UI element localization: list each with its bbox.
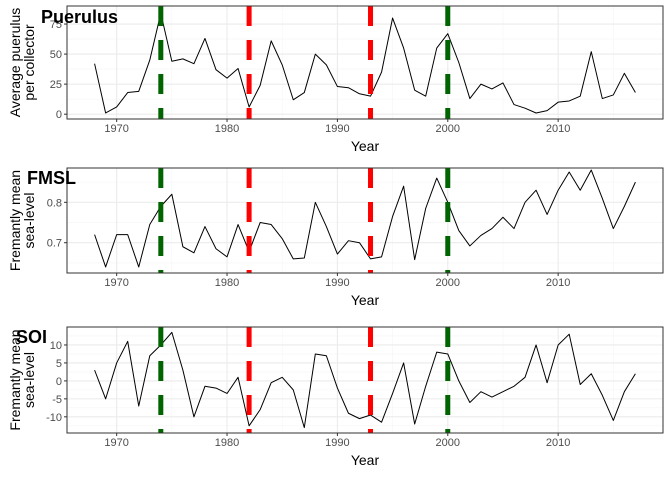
panel-border: [66, 5, 664, 120]
x-tick-label: 2000: [436, 123, 460, 135]
x-tick-label: 2010: [546, 123, 570, 135]
panel-soi: 1970 1980 1990 2000 2010 -10 -5 0 5 10 Year Fremant…: [7, 326, 664, 468]
x-tick-label: 1980: [215, 437, 239, 449]
y-tick-label: 50: [50, 49, 62, 61]
x-tick-label: 2010: [546, 437, 570, 449]
panel-puerulus: 1970 1980 1990 2000 2010 0 25 50 75 Year Average p…: [7, 5, 664, 154]
y-tick-label: -10: [46, 412, 62, 424]
x-axis-title: Year: [351, 292, 380, 308]
panel-border: [66, 326, 664, 434]
y-tick-label: 75: [50, 19, 62, 31]
y-tick-label: 25: [50, 79, 62, 91]
x-tick-label: 2000: [436, 437, 460, 449]
y-tick-label: 0.7: [47, 238, 62, 250]
panel-title: Puerulus: [41, 7, 118, 27]
y-tick-label: 0: [56, 109, 62, 121]
x-tick-label: 1990: [325, 277, 349, 289]
series-line: [94, 12, 636, 114]
y-axis-title-line: Fremantly mean: [7, 170, 23, 271]
panel-border: [66, 167, 664, 274]
x-tick-label: 1970: [104, 123, 128, 135]
y-axis-title-line: Average puerulus: [7, 8, 23, 117]
x-tick-label: 1980: [215, 123, 239, 135]
x-tick-label: 2010: [546, 277, 570, 289]
y-tick-label: 5: [56, 358, 62, 370]
x-tick-label: 1990: [325, 437, 349, 449]
x-axis-title: Year: [351, 452, 380, 468]
x-tick-label: 1990: [325, 123, 349, 135]
series-line: [94, 169, 636, 268]
panel-title: SOI: [16, 327, 47, 347]
y-axis-title-line: sea-level: [21, 192, 37, 248]
y-tick-label: 0.8: [47, 197, 62, 209]
series-line: [94, 331, 636, 429]
y-axis-title-line: per collector: [21, 24, 37, 101]
panel-title: FMSL: [27, 168, 76, 188]
y-tick-label: 10: [50, 340, 62, 352]
y-axis-title-line: sea-level: [21, 352, 37, 408]
x-tick-label: 2000: [436, 277, 460, 289]
x-tick-label: 1970: [104, 437, 128, 449]
x-tick-label: 1970: [104, 277, 128, 289]
panel-fmsl: 1970 1980 1990 2000 2010 0.7 0.8 Year Fremantly …: [7, 167, 664, 308]
y-axis-title-line: Fremantly mean: [7, 329, 23, 430]
x-axis-title: Year: [351, 138, 380, 154]
y-tick-label: -5: [52, 394, 62, 406]
y-tick-label: 0: [56, 376, 62, 388]
x-tick-label: 1980: [215, 277, 239, 289]
